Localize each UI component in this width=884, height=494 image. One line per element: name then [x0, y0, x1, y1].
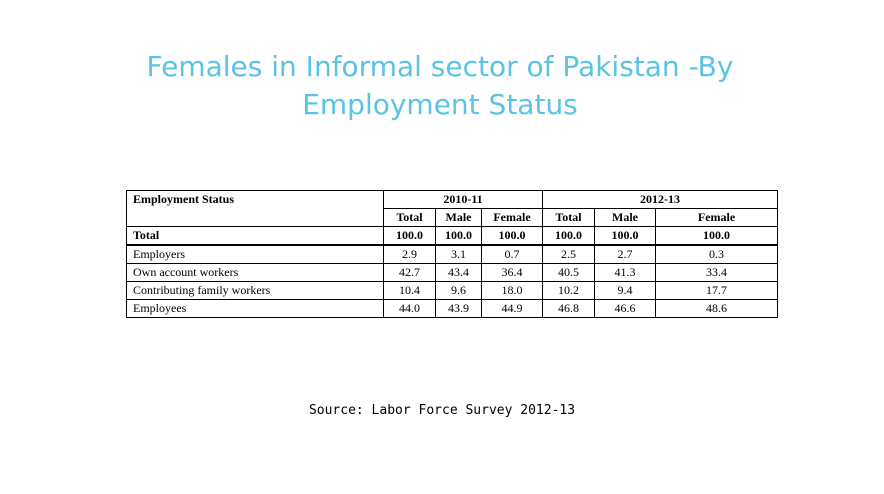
- table-row: Employers 2.9 3.1 0.7 2.5 2.7 0.3: [126, 244, 779, 264]
- header-period-2012-13: 2012-13: [542, 190, 779, 209]
- cell-value: 2.9: [383, 244, 436, 264]
- subheader-male: Male: [435, 208, 482, 227]
- cell-value: 43.9: [435, 299, 482, 318]
- row-label: Employers: [126, 244, 384, 264]
- source-note: Source: Labor Force Survey 2012-13: [308, 403, 576, 418]
- cell-value: 3.1: [435, 244, 482, 264]
- slide-title: Females in Informal sector of Pakistan -…: [146, 50, 734, 121]
- table-row: Contributing family workers 10.4 9.6 18.…: [126, 281, 779, 300]
- cell-value: 2.5: [542, 244, 596, 264]
- header-employment-status: Employment Status: [126, 190, 384, 227]
- row-label: Employees: [126, 299, 384, 318]
- cell-value: 10.4: [383, 281, 436, 300]
- cell-value: 0.7: [480, 244, 544, 264]
- subheader-female: Female: [480, 208, 544, 227]
- cell-value: 40.5: [542, 263, 596, 282]
- cell-value: 100.0: [383, 226, 436, 246]
- cell-value: 46.8: [542, 299, 596, 318]
- cell-value: 36.4: [480, 263, 544, 282]
- cell-value: 100.0: [480, 226, 544, 246]
- cell-value: 17.7: [655, 281, 779, 300]
- cell-value: 48.6: [655, 299, 779, 318]
- table-row-total: Total 100.0 100.0 100.0 100.0 100.0 100.…: [126, 226, 779, 246]
- cell-value: 33.4: [655, 263, 779, 282]
- subheader-total: Total: [542, 208, 596, 227]
- header-period-2010-11: 2010-11: [382, 190, 544, 209]
- cell-value: 100.0: [542, 226, 596, 246]
- cell-value: 100.0: [435, 226, 482, 246]
- cell-value: 46.6: [594, 299, 657, 318]
- cell-value: 9.4: [594, 281, 657, 300]
- row-label: Total: [126, 226, 384, 246]
- cell-value: 100.0: [594, 226, 657, 246]
- subheader-total: Total: [383, 208, 436, 227]
- subheader-female: Female: [655, 208, 779, 227]
- row-label: Own account workers: [126, 263, 384, 282]
- cell-value: 100.0: [655, 226, 779, 246]
- cell-value: 9.6: [435, 281, 482, 300]
- cell-value: 42.7: [383, 263, 436, 282]
- subheader-male: Male: [594, 208, 657, 227]
- cell-value: 18.0: [480, 281, 544, 300]
- table-row: Own account workers 42.7 43.4 36.4 40.5 …: [126, 263, 779, 282]
- row-label: Contributing family workers: [126, 281, 384, 300]
- cell-value: 0.3: [655, 244, 779, 264]
- data-table: Employment Status 2010-11 2012-13 Total …: [126, 190, 779, 318]
- employment-status-table: Employment Status 2010-11 2012-13 Total …: [126, 190, 779, 318]
- cell-value: 44.9: [480, 299, 544, 318]
- cell-value: 2.7: [594, 244, 657, 264]
- cell-value: 41.3: [594, 263, 657, 282]
- cell-value: 10.2: [542, 281, 596, 300]
- table-row: Employees 44.0 43.9 44.9 46.8 46.6 48.6: [126, 299, 779, 318]
- cell-value: 44.0: [383, 299, 436, 318]
- cell-value: 43.4: [435, 263, 482, 282]
